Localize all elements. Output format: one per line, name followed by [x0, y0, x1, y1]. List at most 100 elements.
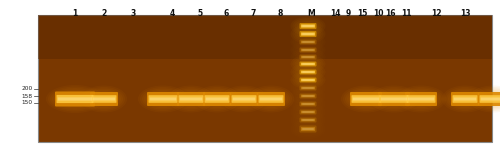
FancyBboxPatch shape: [300, 86, 316, 90]
Text: 15: 15: [357, 9, 367, 18]
Ellipse shape: [296, 76, 320, 84]
Ellipse shape: [444, 87, 486, 111]
FancyBboxPatch shape: [302, 56, 314, 58]
Bar: [38, 15, 492, 142]
FancyBboxPatch shape: [180, 97, 203, 100]
Ellipse shape: [52, 90, 98, 108]
Ellipse shape: [254, 90, 288, 108]
Text: 6: 6: [224, 9, 228, 18]
Ellipse shape: [341, 86, 391, 112]
FancyBboxPatch shape: [300, 48, 316, 52]
FancyBboxPatch shape: [302, 103, 314, 105]
FancyBboxPatch shape: [302, 79, 314, 81]
Text: 9: 9: [346, 9, 350, 18]
Ellipse shape: [87, 90, 121, 108]
Ellipse shape: [292, 18, 324, 34]
Ellipse shape: [296, 21, 320, 31]
Ellipse shape: [144, 90, 182, 108]
Ellipse shape: [146, 91, 180, 107]
FancyBboxPatch shape: [300, 23, 316, 29]
Text: 12: 12: [431, 9, 442, 18]
Text: 2: 2: [102, 9, 106, 18]
Ellipse shape: [290, 71, 326, 89]
FancyBboxPatch shape: [302, 33, 314, 35]
FancyBboxPatch shape: [230, 92, 258, 106]
Ellipse shape: [198, 89, 236, 110]
FancyBboxPatch shape: [405, 92, 437, 106]
FancyBboxPatch shape: [206, 97, 229, 100]
Ellipse shape: [294, 20, 322, 32]
Text: 13: 13: [460, 9, 470, 18]
Ellipse shape: [252, 89, 290, 110]
Text: 14: 14: [330, 9, 340, 18]
FancyBboxPatch shape: [301, 71, 315, 73]
Ellipse shape: [256, 91, 286, 107]
FancyBboxPatch shape: [92, 97, 116, 100]
FancyBboxPatch shape: [301, 79, 315, 81]
FancyBboxPatch shape: [58, 97, 92, 101]
Ellipse shape: [343, 87, 389, 111]
Ellipse shape: [50, 88, 100, 110]
Ellipse shape: [446, 89, 484, 110]
FancyBboxPatch shape: [55, 91, 95, 107]
Ellipse shape: [298, 69, 318, 75]
FancyBboxPatch shape: [451, 92, 479, 106]
Ellipse shape: [471, 87, 500, 111]
Ellipse shape: [290, 63, 326, 81]
Ellipse shape: [497, 86, 500, 112]
Ellipse shape: [176, 91, 206, 107]
FancyBboxPatch shape: [232, 95, 256, 103]
FancyBboxPatch shape: [300, 39, 316, 45]
Text: M: M: [307, 9, 315, 18]
FancyBboxPatch shape: [260, 97, 282, 100]
Ellipse shape: [142, 89, 184, 110]
Ellipse shape: [298, 61, 318, 67]
Ellipse shape: [296, 67, 320, 76]
Ellipse shape: [48, 87, 102, 111]
FancyBboxPatch shape: [454, 97, 476, 100]
Ellipse shape: [402, 90, 440, 108]
FancyBboxPatch shape: [302, 111, 314, 113]
FancyBboxPatch shape: [302, 87, 314, 89]
Ellipse shape: [85, 89, 123, 110]
Ellipse shape: [448, 90, 482, 108]
FancyBboxPatch shape: [203, 92, 231, 106]
FancyBboxPatch shape: [301, 103, 315, 105]
FancyBboxPatch shape: [301, 127, 315, 131]
FancyBboxPatch shape: [302, 95, 314, 97]
FancyBboxPatch shape: [92, 95, 116, 103]
Ellipse shape: [140, 87, 186, 111]
Ellipse shape: [227, 90, 261, 108]
Ellipse shape: [347, 90, 385, 108]
FancyBboxPatch shape: [90, 92, 118, 106]
Ellipse shape: [499, 87, 500, 111]
Ellipse shape: [81, 86, 127, 112]
Text: 11: 11: [401, 9, 411, 18]
FancyBboxPatch shape: [301, 95, 315, 97]
FancyBboxPatch shape: [300, 110, 316, 114]
FancyBboxPatch shape: [302, 25, 314, 27]
FancyBboxPatch shape: [258, 95, 283, 103]
Text: 200: 200: [22, 87, 33, 91]
Ellipse shape: [172, 89, 210, 110]
Ellipse shape: [473, 89, 500, 110]
FancyBboxPatch shape: [352, 97, 380, 100]
Ellipse shape: [442, 86, 488, 112]
FancyBboxPatch shape: [300, 77, 316, 83]
Ellipse shape: [194, 86, 240, 112]
Bar: [38, 15, 492, 59]
FancyBboxPatch shape: [301, 87, 315, 89]
Ellipse shape: [290, 55, 326, 73]
FancyBboxPatch shape: [147, 92, 179, 106]
Ellipse shape: [292, 73, 324, 87]
FancyBboxPatch shape: [380, 97, 407, 100]
Ellipse shape: [248, 86, 294, 112]
Ellipse shape: [296, 29, 320, 39]
Text: 8: 8: [278, 9, 282, 18]
FancyBboxPatch shape: [301, 49, 315, 51]
FancyBboxPatch shape: [301, 32, 315, 36]
FancyBboxPatch shape: [56, 95, 94, 103]
FancyBboxPatch shape: [150, 97, 176, 100]
Text: 150: 150: [22, 100, 33, 105]
Ellipse shape: [294, 28, 322, 41]
